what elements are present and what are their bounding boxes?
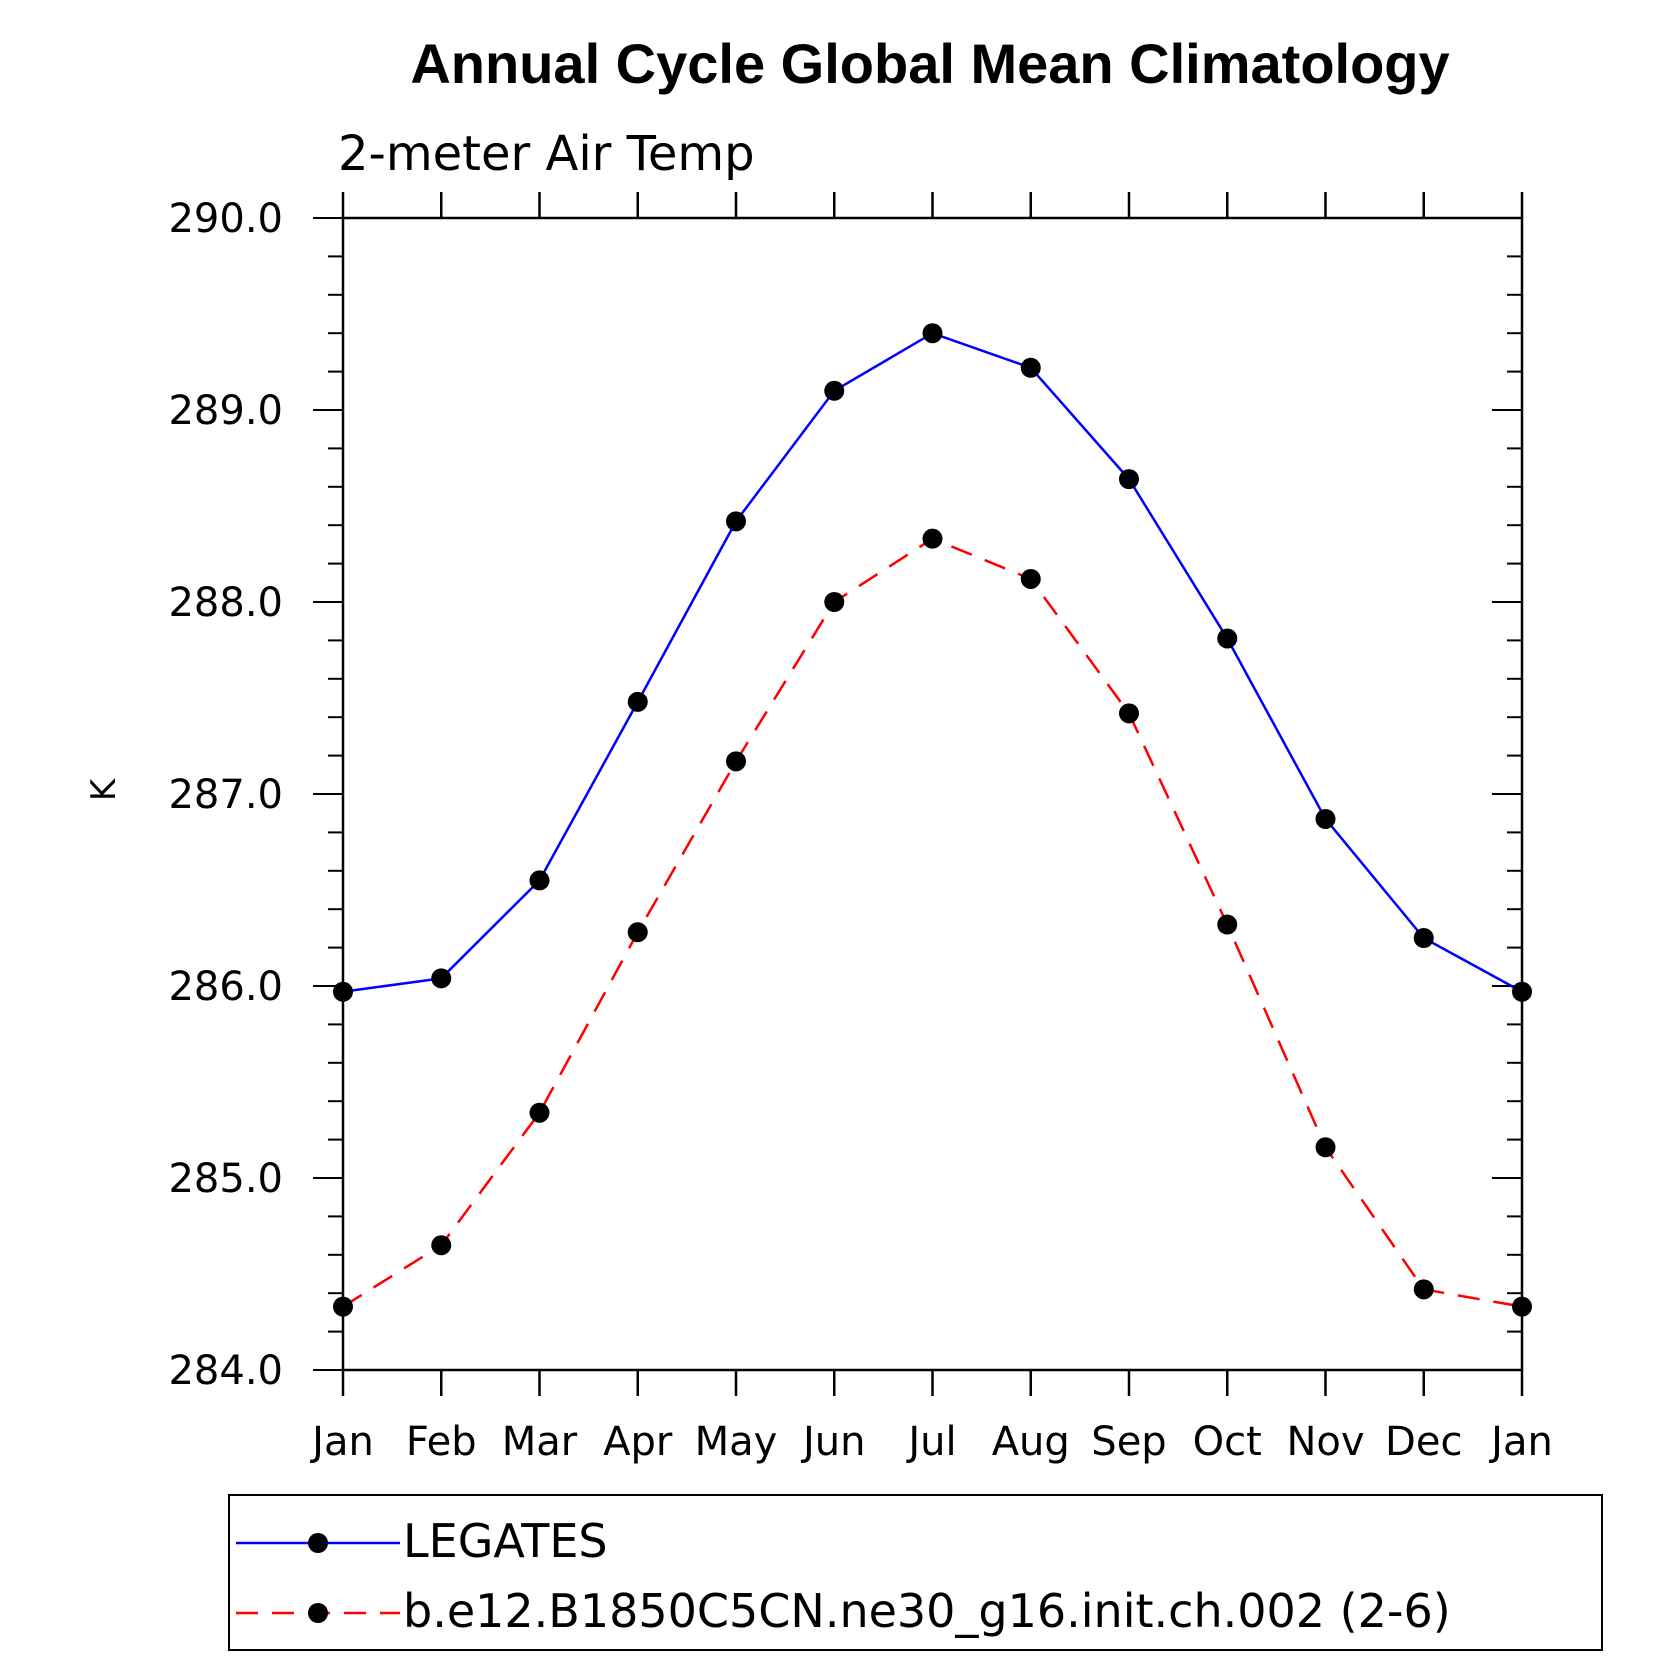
legend-label-legates: LEGATES (403, 1514, 608, 1568)
data-point (1413, 1279, 1434, 1300)
data-point (431, 1235, 452, 1256)
x-tick-label: Sep (1091, 1419, 1166, 1465)
x-tick-label: Apr (603, 1419, 673, 1465)
plot-frame (341, 216, 1524, 1372)
data-point (627, 691, 648, 712)
data-point (1119, 703, 1139, 724)
data-point (1119, 469, 1139, 490)
data-point (431, 968, 452, 989)
series-line-0 (342, 331, 1523, 993)
data-point (1315, 808, 1336, 829)
y-axis-label: K (84, 777, 124, 801)
chart-title: Annual Cycle Global Mean Climatology (410, 32, 1449, 95)
y-tick-label: 284.0 (168, 1348, 283, 1394)
data-point (726, 751, 746, 772)
data-point (1217, 628, 1238, 649)
y-tick-label: 288.0 (168, 580, 283, 626)
legend-label-model: b.e12.B1850C5CN.ne30_g16.init.ch.002 (2-… (403, 1584, 1451, 1638)
data-point (1315, 1137, 1336, 1158)
data-point (627, 922, 648, 943)
legend-box (228, 1494, 1603, 1651)
series-layer (333, 323, 1532, 1317)
x-tick-label: Jan (309, 1419, 374, 1465)
x-tick-label: Aug (992, 1419, 1070, 1465)
data-point (1512, 1296, 1532, 1317)
y-tick-label: 285.0 (168, 1156, 283, 1202)
data-point (824, 592, 845, 612)
chart-subtitle: 2-meter Air Temp (338, 126, 755, 182)
data-point (529, 870, 550, 891)
data-point (922, 528, 943, 549)
y-tick-label: 286.0 (168, 964, 283, 1010)
data-point (333, 981, 353, 1002)
legend-swatch-marker (308, 1533, 328, 1553)
series-line-1 (342, 537, 1523, 1308)
y-tick-label: 287.0 (168, 772, 283, 818)
data-point (1512, 981, 1532, 1002)
axes: Jan Feb Mar Apr May Jun Jul Aug Sep Oct Nov Dec Jan 2… (168, 192, 1553, 1465)
x-tick-label: May (695, 1419, 778, 1465)
x-tick-label: Feb (406, 1419, 477, 1465)
x-tick-label: Jul (905, 1419, 956, 1465)
data-point (1217, 914, 1238, 935)
data-point (529, 1102, 550, 1123)
legend-swatch-marker (308, 1603, 328, 1623)
data-point (1020, 568, 1041, 589)
x-tick-label: Jun (800, 1419, 866, 1465)
data-point (333, 1296, 353, 1317)
x-tick-label: Mar (502, 1419, 578, 1465)
x-tick-label: Oct (1193, 1419, 1262, 1465)
x-tick-label: Dec (1385, 1419, 1462, 1465)
y-tick-label: 290.0 (168, 196, 283, 242)
data-point (824, 380, 845, 401)
y-tick-label: 289.0 (168, 388, 283, 434)
data-point (1413, 928, 1434, 948)
legend (236, 1533, 400, 1623)
data-point (726, 511, 746, 532)
x-tick-label: Nov (1286, 1419, 1364, 1465)
data-point (922, 323, 943, 344)
x-tick-label: Jan (1488, 1419, 1553, 1465)
data-point (1020, 357, 1041, 378)
